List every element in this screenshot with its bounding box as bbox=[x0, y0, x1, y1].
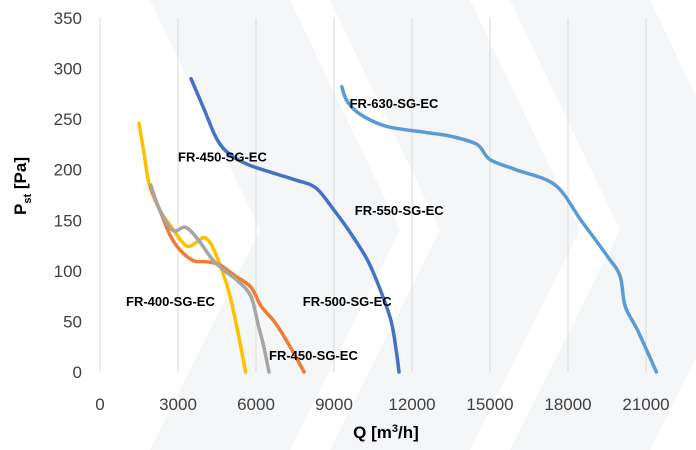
series-line-s630 bbox=[340, 85, 659, 374]
y-tick-label: 150 bbox=[54, 211, 82, 230]
curve-label: FR-450-SG-EC bbox=[269, 348, 358, 363]
y-tick-label: 250 bbox=[54, 110, 82, 129]
x-tick-label: 3000 bbox=[159, 395, 197, 414]
x-tick-label: 6000 bbox=[237, 395, 275, 414]
curve-label: FR-450-SG-EC bbox=[178, 150, 267, 165]
y-tick-label: 300 bbox=[54, 60, 82, 79]
y-tick-labels: 0 50 100 150 200 250 300 350 bbox=[54, 9, 82, 382]
y-tick-label: 100 bbox=[54, 262, 82, 281]
x-axis-title: Q [m3/h] bbox=[353, 423, 419, 442]
series-line-s500 bbox=[189, 76, 401, 374]
x-tick-labels: 0 3000 6000 9000 12000 15000 18000 21000 bbox=[95, 395, 669, 414]
y-tick-label: 350 bbox=[54, 9, 82, 28]
x-tick-label: 12000 bbox=[388, 395, 435, 414]
y-tick-label: 0 bbox=[73, 363, 82, 382]
curve-label: FR-550-SG-EC bbox=[355, 203, 444, 218]
x-tick-label: 21000 bbox=[622, 395, 669, 414]
x-tick-label: 18000 bbox=[544, 395, 591, 414]
series-line-s450b bbox=[148, 183, 271, 374]
curve-label: FR-400-SG-EC bbox=[126, 294, 215, 309]
y-axis-title: Pst [Pa] bbox=[11, 157, 34, 215]
curve-labels: FR-400-SG-EC FR-450-SG-EC FR-450-SG-EC FR-5… bbox=[126, 96, 444, 363]
curve-label: FR-630-SG-EC bbox=[350, 96, 439, 111]
background-watermark bbox=[150, 0, 696, 450]
x-tick-label: 15000 bbox=[466, 395, 513, 414]
y-tick-label: 200 bbox=[54, 161, 82, 180]
y-tick-label: 50 bbox=[63, 312, 82, 331]
curve-label: FR-500-SG-EC bbox=[303, 294, 392, 309]
x-tick-label: 9000 bbox=[315, 395, 353, 414]
series-curves bbox=[137, 76, 659, 374]
x-tick-label: 0 bbox=[95, 395, 104, 414]
